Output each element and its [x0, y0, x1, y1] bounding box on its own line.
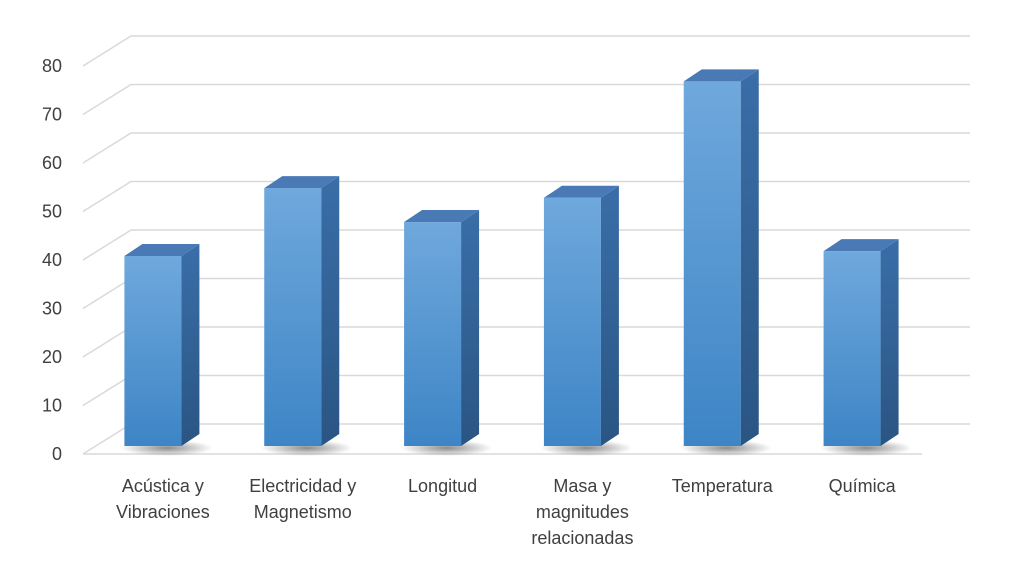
bar	[820, 239, 913, 456]
bar-top	[543, 185, 619, 198]
category-label: Acústica y Vibraciones	[116, 476, 210, 522]
bar-side	[181, 244, 200, 446]
bar-side	[461, 210, 480, 446]
bar	[680, 69, 773, 456]
bar-front	[264, 188, 322, 446]
bar-front	[124, 256, 182, 446]
y-tick-label: 10	[42, 396, 62, 416]
gridline	[82, 35, 970, 67]
y-axis: 0 10 20 30 40 50 60 70 80	[42, 56, 62, 464]
y-tick-label: 80	[42, 56, 62, 76]
bar	[120, 244, 213, 456]
category-label: Masa y magnitudes relacionadas	[531, 476, 633, 548]
y-tick-label: 40	[42, 250, 62, 270]
y-tick-label: 20	[42, 347, 62, 367]
grid-lines	[82, 35, 970, 455]
bar-front	[543, 197, 601, 446]
bar-top	[124, 244, 200, 256]
y-tick-label: 0	[52, 444, 62, 464]
y-tick-label: 30	[42, 299, 62, 319]
bar-side	[740, 69, 759, 447]
bar-top	[683, 69, 759, 82]
bar-top	[264, 176, 340, 189]
category-label: Electricidad y Magnetismo	[249, 476, 356, 522]
y-tick-label: 70	[42, 105, 62, 125]
bar-front	[683, 81, 741, 447]
bar-side	[321, 176, 340, 446]
gridline	[82, 180, 970, 213]
bar-side	[600, 185, 619, 447]
x-axis-labels: Acústica y Vibraciones Electricidad y Magne…	[116, 476, 897, 548]
y-tick-label: 50	[42, 202, 62, 222]
category-label: Química	[829, 476, 897, 496]
bar	[260, 176, 353, 456]
bar-top	[823, 239, 899, 252]
bar	[400, 210, 493, 456]
y-tick-label: 60	[42, 153, 62, 173]
bar-top	[404, 210, 480, 223]
bar-front	[404, 222, 462, 446]
bar	[540, 185, 633, 456]
gridline	[82, 83, 970, 116]
category-label: Longitud	[408, 476, 477, 496]
gridline	[82, 132, 970, 164]
bar-front	[823, 251, 881, 446]
bars	[120, 69, 913, 456]
category-label: Temperatura	[672, 476, 774, 496]
bar-side	[880, 239, 899, 446]
